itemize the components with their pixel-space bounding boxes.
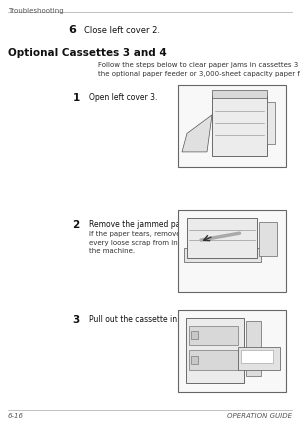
Bar: [190, 356, 198, 364]
Text: Pull out the cassette in use.: Pull out the cassette in use.: [89, 315, 195, 324]
Text: Troubleshooting: Troubleshooting: [8, 8, 64, 14]
Text: If the paper tears, remove
every loose scrap from inside
the machine.: If the paper tears, remove every loose s…: [89, 231, 192, 254]
Text: Optional Cassettes 3 and 4: Optional Cassettes 3 and 4: [8, 48, 167, 58]
Bar: [259, 222, 277, 256]
Text: Remove the jammed paper.: Remove the jammed paper.: [89, 220, 195, 229]
Text: 2: 2: [72, 220, 80, 230]
Polygon shape: [182, 115, 212, 152]
Text: Follow the steps below to clear paper jams in cassettes 3 or 4 when using
the op: Follow the steps below to clear paper ja…: [98, 62, 300, 76]
Bar: [190, 332, 198, 339]
Bar: [189, 326, 238, 345]
Bar: [178, 210, 286, 292]
Bar: [246, 321, 261, 376]
Text: OPERATION GUIDE: OPERATION GUIDE: [227, 413, 292, 419]
Text: Open left cover 3.: Open left cover 3.: [89, 93, 158, 102]
Bar: [186, 318, 244, 383]
Bar: [212, 91, 267, 98]
Text: 6: 6: [68, 25, 76, 35]
Text: 1: 1: [72, 93, 80, 103]
Bar: [241, 350, 273, 363]
Bar: [178, 85, 286, 167]
Bar: [212, 96, 267, 156]
Text: Close left cover 2.: Close left cover 2.: [84, 26, 160, 34]
Bar: [184, 248, 261, 263]
Bar: [238, 347, 280, 370]
Text: 3: 3: [72, 315, 80, 325]
Text: 6-16: 6-16: [8, 413, 24, 419]
Bar: [178, 310, 286, 392]
Bar: [187, 218, 257, 258]
Bar: [189, 350, 238, 370]
Bar: [267, 102, 275, 144]
